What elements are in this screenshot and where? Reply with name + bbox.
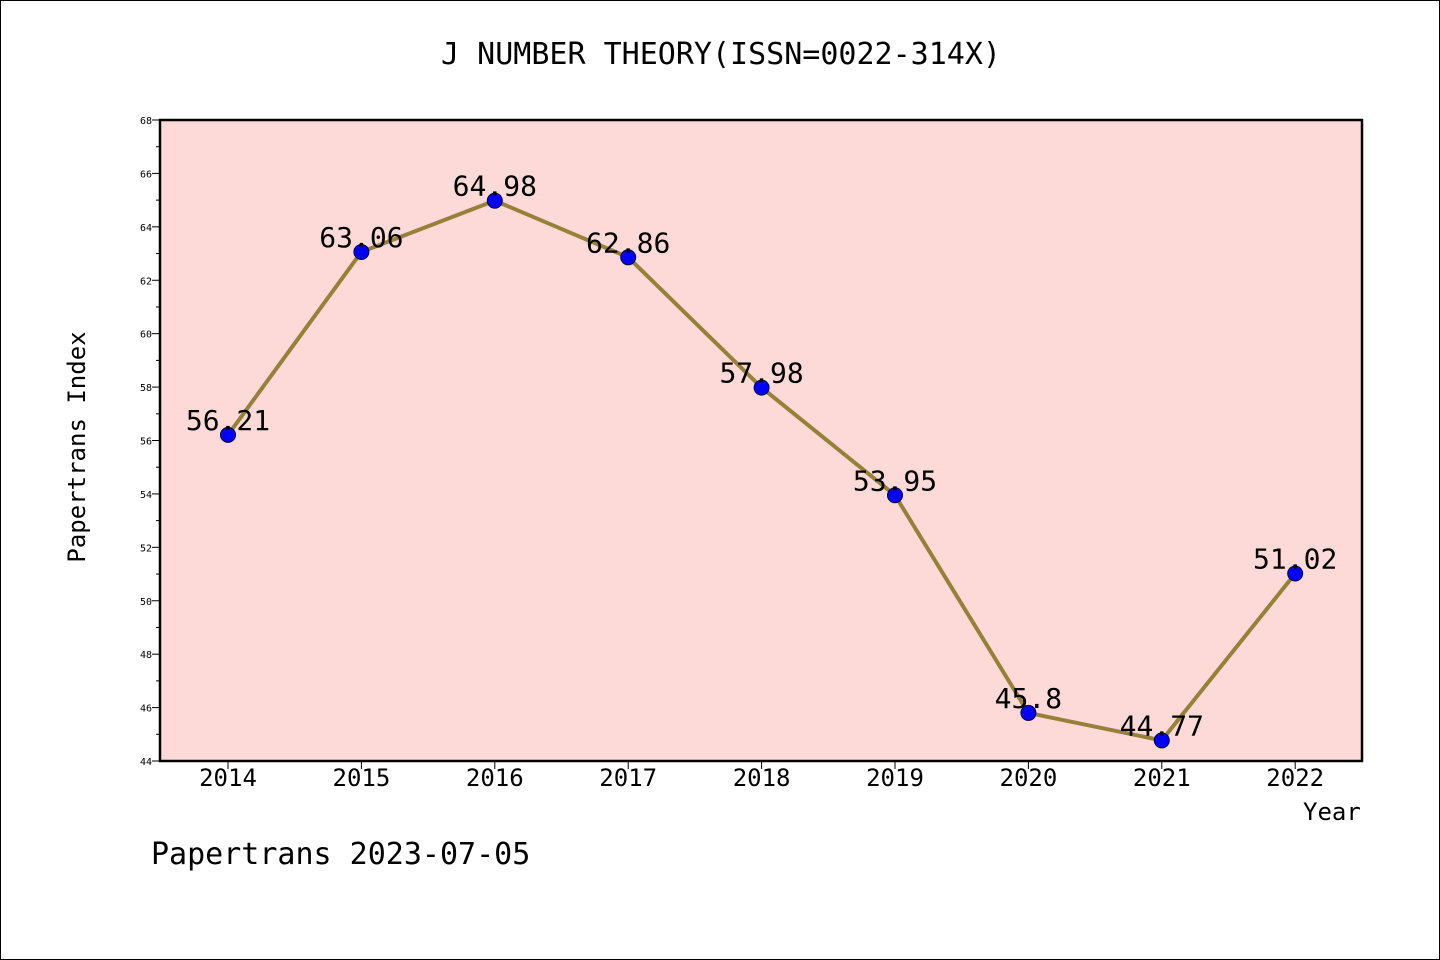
y-tick-label: 50 (140, 597, 152, 608)
x-tick-label: 2019 (866, 764, 924, 792)
y-tick-label: 56 (140, 437, 152, 448)
data-point (1153, 732, 1170, 749)
y-tick-label: 46 (140, 704, 152, 715)
x-axis-label: Year (1303, 798, 1361, 826)
y-tick-label: 48 (140, 650, 152, 661)
y-axis-label: Papertrans Index (63, 331, 91, 563)
y-tick-label: 44 (140, 757, 152, 768)
data-point (1287, 565, 1304, 582)
x-tick-label: 2021 (1133, 764, 1191, 792)
data-point (620, 249, 637, 266)
data-point (220, 426, 236, 443)
x-tick-label: 2015 (333, 764, 391, 792)
data-point (887, 487, 903, 504)
data-label: 45.8 (995, 682, 1062, 715)
y-tick-label: 60 (140, 330, 152, 341)
data-label: 57.98 (719, 357, 803, 390)
y-tick-label: 68 (140, 116, 152, 127)
y-tick-label: 52 (140, 543, 152, 554)
data-label: 51.02 (1253, 543, 1337, 576)
plot-border (158, 118, 1364, 763)
x-tick-label: 2022 (1266, 764, 1324, 792)
chart-title: J NUMBER THEORY(ISSN=0022-314X) (441, 37, 1001, 72)
data-label: 62.86 (586, 226, 670, 259)
data-point (1020, 704, 1037, 721)
y-tick-label: 64 (140, 223, 152, 234)
data-label: 44.77 (1120, 709, 1204, 742)
x-tick-label: 2020 (1000, 764, 1058, 792)
data-label: 63.06 (319, 221, 403, 254)
x-tick-label: 2018 (733, 764, 791, 792)
data-label: 53.95 (853, 464, 937, 497)
x-tick-label: 2017 (599, 764, 657, 792)
footer-note: Papertrans 2023-07-05 (151, 837, 531, 872)
y-tick-label: 62 (140, 276, 152, 287)
data-point (486, 192, 503, 209)
data-point (753, 379, 770, 396)
y-tick-label: 66 (140, 169, 152, 180)
y-tick-label: 54 (140, 490, 152, 501)
y-tick-label: 58 (140, 383, 152, 394)
plot-area (160, 120, 1362, 761)
x-tick-label: 2016 (466, 764, 524, 792)
data-label: 64.98 (453, 170, 537, 203)
x-tick-label: 2014 (199, 764, 257, 792)
data-label: 56.21 (186, 404, 270, 437)
data-point (353, 243, 370, 260)
